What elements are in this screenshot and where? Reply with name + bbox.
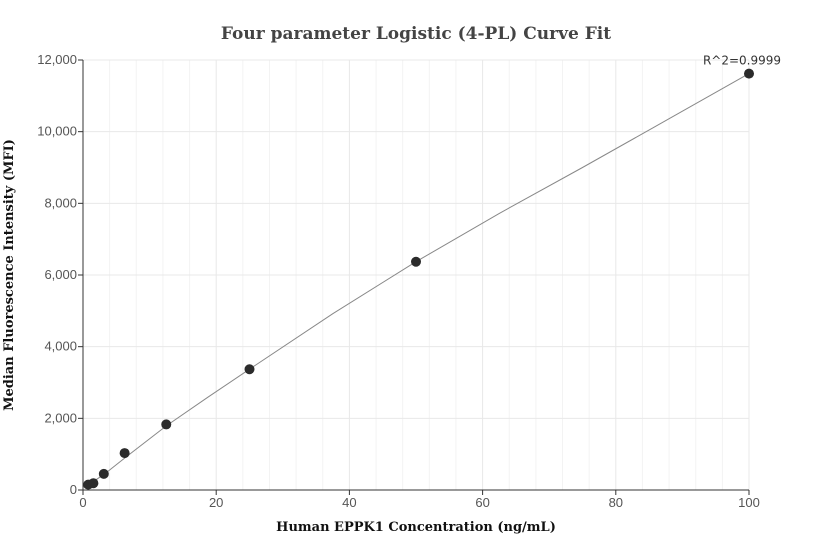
- y-axis-label: Median Fluorescence Intensity (MFI): [2, 139, 17, 411]
- y-tick-label: 2,000: [44, 410, 77, 425]
- y-tick-label: 0: [70, 482, 77, 497]
- y-tick-label: 4,000: [44, 339, 77, 354]
- x-axis-ticks: 0 20 40 60 80 100: [79, 490, 760, 510]
- data-points: [83, 68, 754, 490]
- x-tick-label: 20: [209, 495, 223, 510]
- data-point: [411, 256, 421, 267]
- grid: [83, 59, 750, 490]
- data-point: [98, 468, 109, 479]
- fit-curve: [82, 73, 750, 489]
- y-tick-label: 10,000: [37, 124, 77, 139]
- x-tick-label: 100: [738, 495, 760, 510]
- r-squared-annotation: R^2=0.9999: [703, 54, 781, 68]
- y-tick-label: 12,000: [37, 52, 77, 67]
- y-axis-ticks: 0 2,000 4,000 6,000 8,000 10,000 12,000: [37, 52, 83, 497]
- x-tick-label: 60: [475, 495, 489, 510]
- x-axis-label: Human EPPK1 Concentration (ng/mL): [276, 520, 556, 535]
- data-point: [119, 448, 130, 459]
- x-tick-label: 40: [342, 495, 356, 510]
- data-point: [161, 419, 172, 430]
- data-point: [744, 68, 754, 79]
- data-point: [244, 364, 255, 375]
- y-tick-label: 6,000: [44, 267, 77, 282]
- y-tick-label: 8,000: [44, 195, 77, 210]
- x-tick-label: 0: [79, 495, 86, 510]
- chart-title: Four parameter Logistic (4-PL) Curve Fit: [221, 24, 611, 44]
- x-tick-label: 80: [609, 495, 623, 510]
- data-point: [88, 478, 99, 489]
